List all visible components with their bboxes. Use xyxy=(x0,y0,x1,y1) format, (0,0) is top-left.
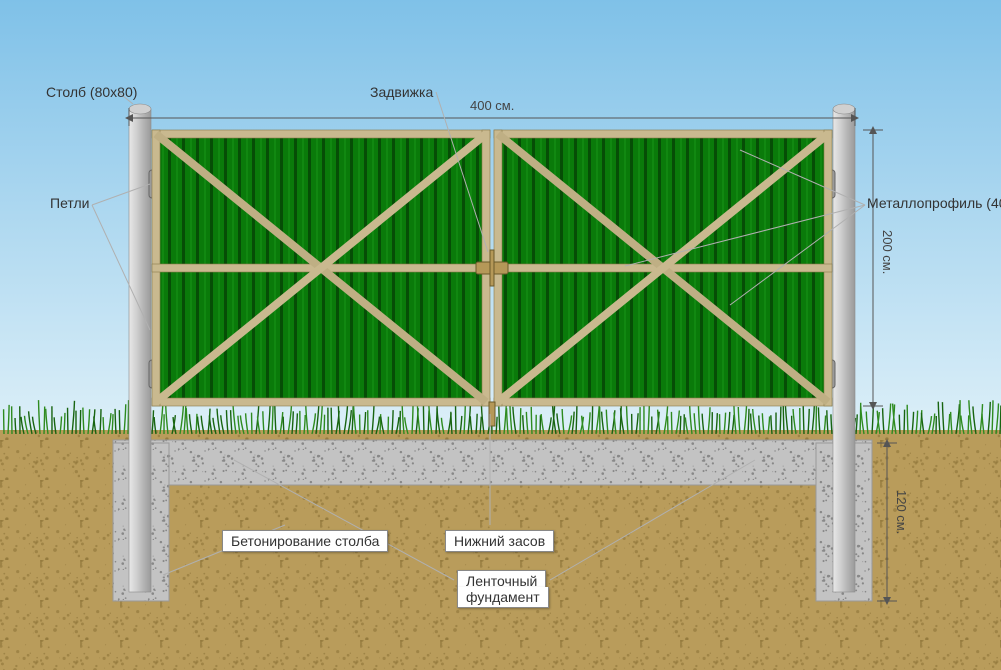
dim-depth: 120 см. xyxy=(894,490,909,534)
label-post: Столб (80х80) xyxy=(46,84,137,100)
label-bottom-latch: Нижний засов xyxy=(445,530,554,552)
label-profile: Металлопрофиль (40х20) xyxy=(867,195,1001,211)
dim-height: 200 см. xyxy=(880,230,895,274)
label-latch: Задвижка xyxy=(370,84,433,100)
label-hinges: Петли xyxy=(50,195,89,211)
dim-width: 400 см. xyxy=(470,98,514,113)
label-concrete-post: Бетонирование столба xyxy=(222,530,388,552)
label-strip-foundation-2: фундамент xyxy=(457,587,549,608)
